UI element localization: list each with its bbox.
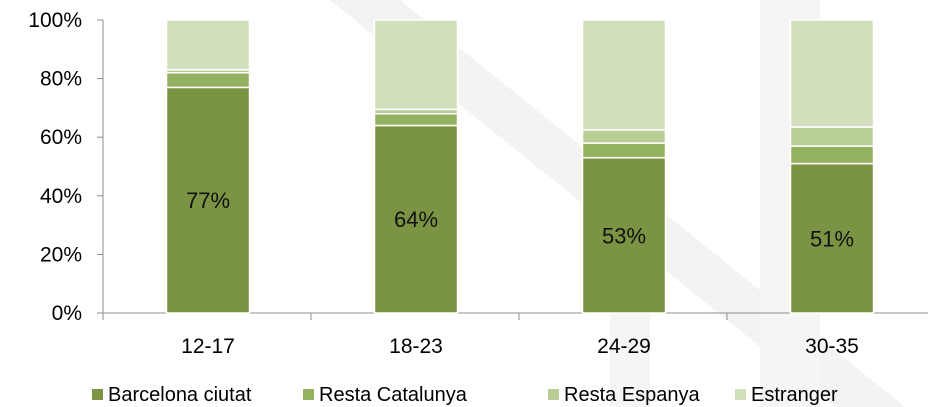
bar-segment — [373, 113, 459, 127]
data-labels: 77% 64% 53% 51% — [186, 188, 854, 251]
bar-segment — [165, 19, 251, 71]
y-tick-label: 60% — [40, 126, 82, 149]
x-tick-label: 30-35 — [805, 335, 859, 358]
data-label: 51% — [810, 226, 854, 251]
legend-swatch — [548, 389, 559, 400]
legend-swatch — [735, 389, 746, 400]
bar-segment — [581, 129, 667, 144]
legend-swatch — [303, 389, 314, 400]
axes: 0% 20% 40% 60% 80% 100% 12-17 18-23 24-29 30-35 — [28, 9, 928, 358]
bar-segment — [581, 19, 667, 131]
legend: Barcelona ciutat Resta Catalunya Resta Esp… — [92, 384, 838, 406]
bar-segment — [581, 142, 667, 159]
y-tick-label: 80% — [40, 68, 82, 91]
legend-label: Resta Catalunya — [319, 384, 468, 406]
y-tick-label: 40% — [40, 185, 82, 208]
bar-segment — [373, 19, 459, 111]
bar-segment — [373, 124, 459, 314]
x-tick-label: 18-23 — [389, 335, 443, 358]
bars — [165, 19, 875, 314]
y-tick-label: 100% — [28, 9, 82, 32]
legend-label: Estranger — [751, 384, 838, 406]
bar-segment — [581, 156, 667, 314]
data-label: 77% — [186, 188, 230, 213]
legend-label: Resta Espanya — [564, 384, 701, 406]
data-label: 53% — [602, 223, 646, 248]
legend-swatch — [92, 389, 103, 400]
legend-label: Barcelona ciutat — [108, 384, 252, 406]
x-tick-label: 24-29 — [597, 335, 651, 358]
bar-segment — [789, 145, 875, 165]
y-tick-label: 20% — [40, 243, 82, 266]
bar-segment — [165, 71, 251, 89]
x-tick-label: 12-17 — [181, 335, 235, 358]
bar-segment — [165, 86, 251, 314]
y-tick-label: 0% — [52, 302, 82, 325]
data-label: 64% — [394, 207, 438, 232]
bar-segment — [789, 19, 875, 128]
bar-segment — [789, 126, 875, 147]
